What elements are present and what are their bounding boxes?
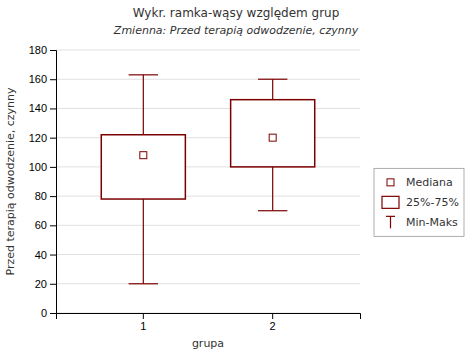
y-axis: 0 20 40 60 80 100 120 140 160 180 <box>29 44 57 319</box>
y-tick-mark <box>50 50 56 51</box>
y-tick-mark <box>50 108 56 109</box>
legend: Mediana 25%-75% Min-Maks <box>374 168 464 236</box>
x-tick-mark <box>272 313 273 319</box>
y-tick-label: 120 <box>29 132 47 144</box>
y-tick: 0 <box>41 307 56 319</box>
max-cap <box>258 79 287 80</box>
x-axis-label: grupa <box>192 337 224 350</box>
legend-item: 25%-75% <box>382 196 459 209</box>
y-tick-mark <box>50 138 56 139</box>
y-tick-mark <box>50 284 56 285</box>
y-tick-label: 40 <box>35 249 47 261</box>
median-marker <box>269 134 276 141</box>
x-axis-line <box>57 314 361 320</box>
legend-frame <box>374 168 464 236</box>
lower-whisker <box>272 167 273 211</box>
y-tick-label: 180 <box>29 44 47 56</box>
grid-line <box>56 283 360 284</box>
grid-line <box>56 254 360 255</box>
legend-symbol-stem <box>390 216 391 228</box>
box <box>101 135 185 199</box>
x-tick: 2 <box>270 313 276 332</box>
y-tick: 60 <box>35 219 56 231</box>
legend-label: 25%-75% <box>406 196 459 209</box>
legend-item: Mediana <box>387 176 453 189</box>
grid <box>56 50 360 313</box>
x-tick-mark <box>143 313 144 319</box>
y-tick-label: 20 <box>35 278 47 290</box>
y-tick: 40 <box>35 249 56 261</box>
min-cap <box>129 283 158 284</box>
x-tick: 1 <box>140 313 146 332</box>
y-axis-line <box>50 51 57 314</box>
median-marker <box>140 152 147 159</box>
y-tick-mark <box>50 313 56 314</box>
lower-whisker <box>143 199 144 284</box>
subtitle: Zmienna: Przed terapią odwodzenie, czynn… <box>113 24 359 37</box>
box <box>231 100 315 167</box>
y-tick: 120 <box>29 132 56 144</box>
y-tick: 80 <box>35 190 56 202</box>
legend-symbol <box>387 179 394 186</box>
chart-container: Wykr. ramka-wąsy względem grup Zmienna: P… <box>0 0 472 355</box>
legend-symbol <box>382 196 399 208</box>
box-group <box>231 79 315 211</box>
min-cap <box>258 210 287 211</box>
y-tick: 180 <box>29 44 56 56</box>
x-tick-label: 2 <box>270 320 276 332</box>
max-cap <box>129 74 158 75</box>
box-group <box>101 75 185 284</box>
y-tick-label: 140 <box>29 102 47 114</box>
legend-item: Min-Maks <box>386 216 458 229</box>
upper-whisker <box>272 79 273 99</box>
y-tick-label: 80 <box>35 190 47 202</box>
y-tick-mark <box>50 79 56 80</box>
y-tick-mark <box>50 196 56 197</box>
chart-svg: Wykr. ramka-wąsy względem grup Zmienna: P… <box>0 0 472 355</box>
legend-label: Min-Maks <box>406 216 458 229</box>
plot-area: 02040608010012014016018012 <box>29 44 361 332</box>
grid-line <box>56 50 360 51</box>
y-tick-label: 160 <box>29 73 47 85</box>
legend-symbol <box>386 216 395 228</box>
upper-whisker <box>143 75 144 135</box>
grid-line <box>56 79 360 80</box>
legend-symbol-cap <box>386 216 395 217</box>
y-tick-label: 0 <box>41 307 47 319</box>
y-tick-mark <box>50 225 56 226</box>
x-tick-label: 1 <box>140 320 146 332</box>
y-tick: 100 <box>29 161 56 173</box>
x-axis: 12 <box>57 313 361 332</box>
y-axis-label: Przed terapią odwodzenie, czynny <box>4 87 17 276</box>
y-tick: 140 <box>29 102 56 114</box>
y-tick-mark <box>50 255 56 256</box>
marks <box>101 75 314 284</box>
grid-line <box>56 225 360 226</box>
y-tick-label: 100 <box>29 161 47 173</box>
legend-label: Mediana <box>406 176 453 189</box>
y-tick: 20 <box>35 278 56 290</box>
title: Wykr. ramka-wąsy względem grup <box>133 6 340 20</box>
y-tick-label: 60 <box>35 219 47 231</box>
y-tick-mark <box>50 167 56 168</box>
y-tick: 160 <box>29 73 56 85</box>
